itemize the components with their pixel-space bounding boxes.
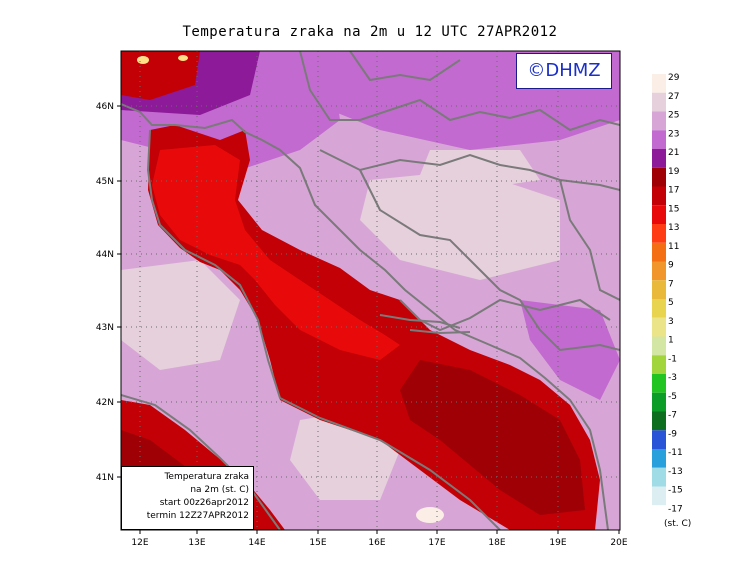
info-box: Temperatura zraka na 2m (st. C) start 00… [121,466,254,530]
lon-label-15e: 15E [309,538,326,548]
legend-label: -11 [668,448,683,458]
legend-label: 13 [668,223,679,233]
legend-swatch [652,411,666,431]
legend-swatch [652,430,666,449]
coastlines [121,51,620,530]
legend-label: -17 [668,504,683,514]
legend-swatch [652,280,666,299]
legend-label: -15 [668,486,683,496]
legend-label: -5 [668,392,677,402]
legend-label: 25 [668,111,679,121]
legend-label: 11 [668,242,679,252]
legend-label: -7 [668,411,677,421]
legend-label: 29 [668,73,680,83]
legend-label: -3 [668,373,677,383]
axis-ticks [117,105,620,534]
legend-label: 3 [668,317,674,327]
dhmz-logo: ©DHMZ [516,53,612,89]
legend-swatch [652,130,666,149]
graticule [121,51,620,530]
legend-label: 1 [668,336,674,346]
map-frame [120,50,621,531]
legend-label: 17 [668,186,679,196]
legend-label: 27 [668,92,679,102]
legend-label: 7 [668,279,674,289]
legend-swatch [652,355,666,374]
legend-swatch [652,486,666,506]
legend-swatch [652,336,666,356]
lon-label-20e: 20E [610,538,627,548]
legend-swatch [652,224,666,243]
info-line-variable: Temperatura zraka [164,472,249,482]
legend-swatch [652,467,666,487]
legend-swatch [652,505,666,524]
legend-swatch [652,261,666,281]
legend-swatch [652,392,666,412]
legend-label: -9 [668,429,677,439]
legend-swatch [652,186,666,206]
legend-label: -13 [668,467,683,477]
legend-swatch [652,205,666,224]
legend-swatch [652,149,666,168]
legend-swatch [652,374,666,393]
legend-swatch [652,92,666,112]
legend-label: 15 [668,204,679,214]
lon-label-17e: 17E [428,538,445,548]
legend-swatch [652,299,666,318]
map-title: Temperatura zraka na 2m u 12 UTC 27APR20… [182,24,558,40]
legend-swatch [652,449,666,468]
lat-label-44n: 44N [96,250,114,260]
lon-label-18e: 18E [488,538,505,548]
lon-label-13e: 13E [188,538,205,548]
lon-label-14e: 14E [248,538,265,548]
legend-swatch [652,111,666,131]
lat-label-45n: 45N [96,177,114,187]
legend-swatch [652,317,666,337]
legend-swatch [652,242,666,262]
legend-swatch [652,74,666,93]
legend-label: 23 [668,129,679,139]
legend-label: 21 [668,148,679,158]
legend-unit: (st. C) [664,519,692,529]
legend-label: 5 [668,298,674,308]
lon-label-19e: 19E [549,538,566,548]
info-line-start: start 00z26apr2012 [159,498,249,508]
lat-label-43n: 43N [96,323,114,333]
info-line-termin: termin 12Z27APR2012 [146,511,249,521]
lat-label-46n: 46N [96,102,114,112]
lon-label-16e: 16E [368,538,385,548]
temperature-field [121,51,620,530]
lon-label-12e: 12E [131,538,148,548]
info-line-level: na 2m (st. C) [190,485,249,495]
lat-label-41n: 41N [96,473,114,483]
lat-label-42n: 42N [96,398,114,408]
legend-label: 9 [668,261,674,271]
color-legend: 29 27 25 23 21 19 17 15 13 11 9 7 5 3 1 -1 -3 -5 -7 -9 -11 -1… [652,73,683,524]
legend-swatch [652,167,666,187]
legend-label: -1 [668,354,677,364]
legend-label: 19 [668,167,680,177]
